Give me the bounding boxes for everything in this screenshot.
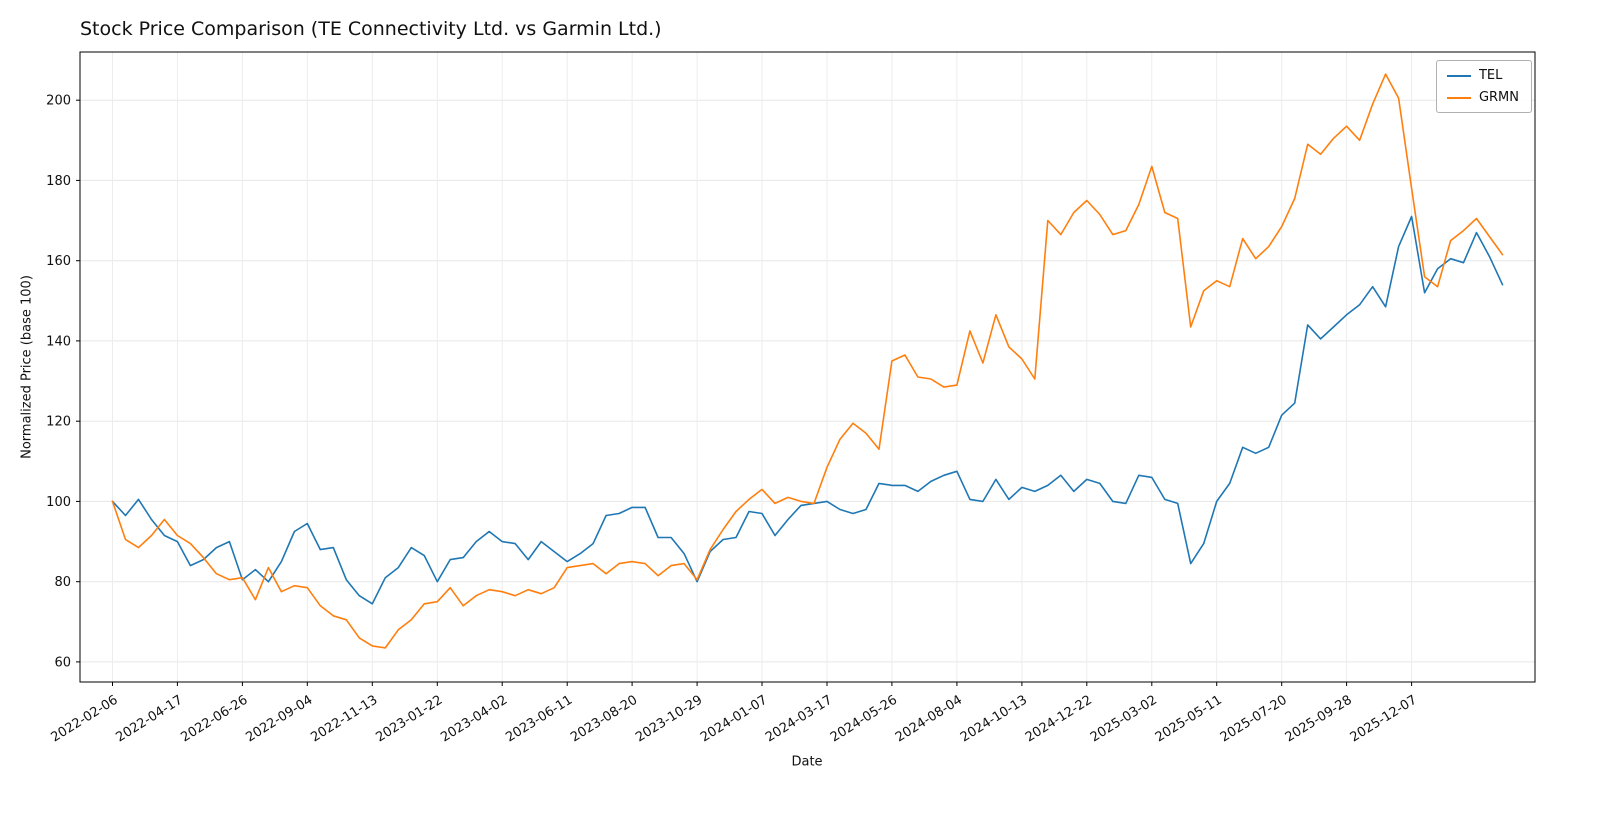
svg-text:2025-05-11: 2025-05-11 <box>1153 693 1225 746</box>
svg-text:2023-06-11: 2023-06-11 <box>503 693 575 746</box>
svg-text:2024-10-13: 2024-10-13 <box>958 693 1030 746</box>
legend-item-grmn: GRMN <box>1446 90 1519 105</box>
svg-text:2022-02-06: 2022-02-06 <box>49 693 121 746</box>
legend-label-grmn: GRMN <box>1478 90 1519 105</box>
chart-title: Stock Price Comparison (TE Connectivity … <box>80 18 662 40</box>
svg-text:120: 120 <box>46 415 71 430</box>
legend-item-tel: TEL <box>1446 68 1519 83</box>
svg-text:2024-08-04: 2024-08-04 <box>893 693 965 746</box>
svg-text:2024-01-07: 2024-01-07 <box>698 693 770 746</box>
grmn-line-swatch <box>1446 96 1471 99</box>
svg-text:2024-12-22: 2024-12-22 <box>1023 693 1095 746</box>
x-axis-label: Date <box>791 754 823 770</box>
svg-text:2022-11-13: 2022-11-13 <box>308 693 380 746</box>
svg-text:2023-04-02: 2023-04-02 <box>438 693 510 746</box>
legend: TEL GRMN <box>1435 60 1532 113</box>
svg-text:2023-10-29: 2023-10-29 <box>633 693 705 746</box>
svg-text:2023-01-22: 2023-01-22 <box>373 693 445 746</box>
svg-text:2024-05-26: 2024-05-26 <box>828 693 900 746</box>
svg-text:200: 200 <box>46 94 71 109</box>
svg-text:2025-07-20: 2025-07-20 <box>1218 693 1290 746</box>
svg-text:160: 160 <box>46 254 71 269</box>
svg-text:2022-06-26: 2022-06-26 <box>178 693 250 746</box>
svg-text:100: 100 <box>46 495 71 510</box>
svg-text:2025-03-02: 2025-03-02 <box>1088 693 1160 746</box>
svg-text:2022-09-04: 2022-09-04 <box>243 693 315 746</box>
svg-text:60: 60 <box>54 655 71 670</box>
svg-text:180: 180 <box>46 174 71 189</box>
svg-text:80: 80 <box>54 575 71 590</box>
svg-text:2025-09-28: 2025-09-28 <box>1283 693 1355 746</box>
svg-text:2024-03-17: 2024-03-17 <box>763 693 835 746</box>
svg-text:140: 140 <box>46 334 71 349</box>
svg-text:2025-12-07: 2025-12-07 <box>1348 693 1420 746</box>
tel-line-swatch <box>1446 74 1471 77</box>
svg-text:2022-04-17: 2022-04-17 <box>113 693 185 746</box>
legend-label-tel: TEL <box>1478 68 1503 83</box>
svg-text:2023-08-20: 2023-08-20 <box>568 693 640 746</box>
